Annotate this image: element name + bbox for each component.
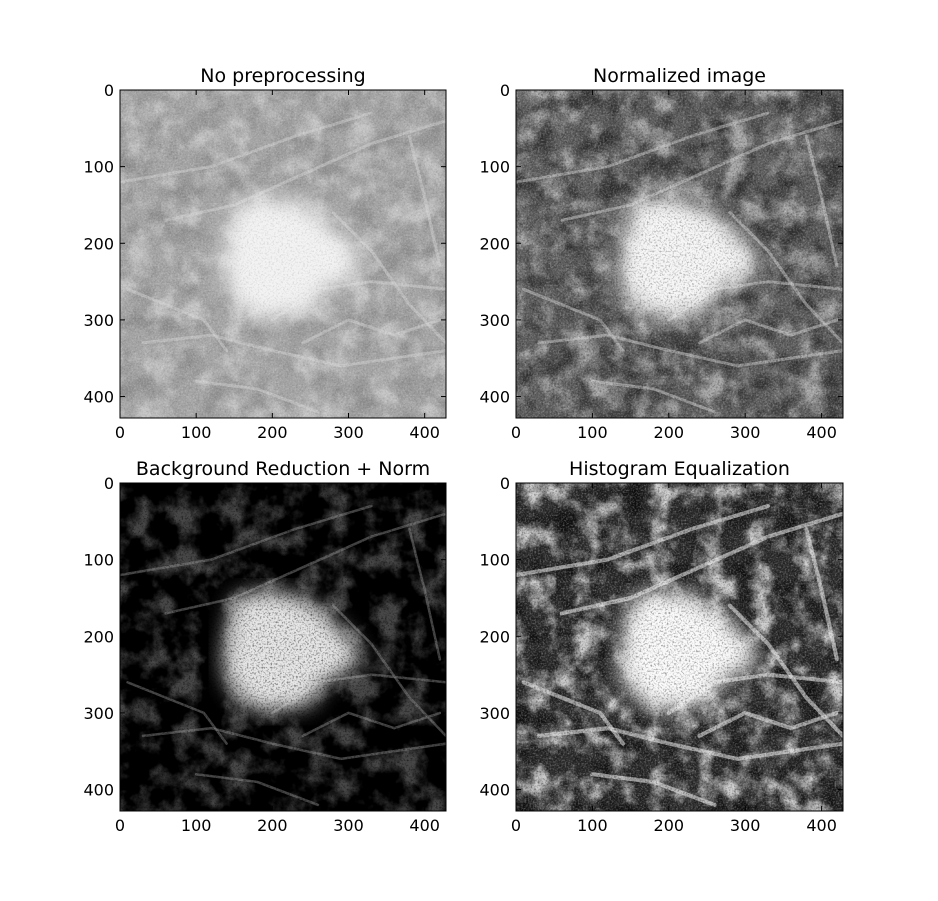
x-tick-label: 0 <box>511 423 521 442</box>
y-tick-label: 0 <box>104 81 114 100</box>
x-tick-label: 200 <box>257 816 288 835</box>
x-tick-label: 400 <box>806 816 837 835</box>
panel-image <box>516 483 843 811</box>
y-tick-label: 200 <box>83 627 114 646</box>
x-tick-label: 0 <box>115 423 125 442</box>
axes-frame <box>515 89 844 419</box>
x-tick-label: 200 <box>654 423 685 442</box>
x-tick-label: 200 <box>654 816 685 835</box>
x-tick-label: 300 <box>730 423 761 442</box>
y-tick-label: 300 <box>479 311 510 330</box>
x-tick-label: 100 <box>577 423 608 442</box>
y-tick-label: 400 <box>83 388 114 407</box>
y-tick-label: 300 <box>83 704 114 723</box>
y-tick-label: 400 <box>83 781 114 800</box>
y-tick-label: 400 <box>479 781 510 800</box>
x-tick-label: 0 <box>115 816 125 835</box>
x-tick-label: 100 <box>577 816 608 835</box>
axes-frame <box>119 482 447 812</box>
y-tick-label: 0 <box>500 81 510 100</box>
panel-image <box>120 483 446 811</box>
x-tick-label: 300 <box>333 423 364 442</box>
panel-image <box>516 90 843 418</box>
panel-title: Background Reduction + Norm <box>136 458 430 480</box>
y-tick-label: 200 <box>479 627 510 646</box>
x-tick-label: 0 <box>511 816 521 835</box>
panel-background: Background Reduction + Norm 0 100 200 300 400… <box>83 458 447 835</box>
panel-image <box>120 90 446 418</box>
y-tick-label: 0 <box>500 474 510 493</box>
x-tick-label: 400 <box>409 816 440 835</box>
x-tick-label: 100 <box>181 423 212 442</box>
y-tick-label: 400 <box>479 388 510 407</box>
x-tick-label: 400 <box>409 423 440 442</box>
y-tick-label: 200 <box>479 234 510 253</box>
y-tick-label: 100 <box>479 551 510 570</box>
y-tick-label: 300 <box>479 704 510 723</box>
panel-title: No preprocessing <box>200 65 365 87</box>
y-tick-label: 200 <box>83 234 114 253</box>
y-tick-label: 100 <box>83 551 114 570</box>
x-tick-label: 400 <box>806 423 837 442</box>
y-tick-label: 100 <box>479 158 510 177</box>
x-tick-label: 300 <box>730 816 761 835</box>
axes-frame <box>515 482 844 812</box>
y-tick-label: 100 <box>83 158 114 177</box>
panel-title: Histogram Equalization <box>569 458 790 480</box>
x-tick-label: 200 <box>257 423 288 442</box>
y-tick-label: 300 <box>83 311 114 330</box>
axes-frame <box>119 89 447 419</box>
x-tick-label: 300 <box>333 816 364 835</box>
panel-title: Normalized image <box>593 65 766 87</box>
x-tick-label: 100 <box>181 816 212 835</box>
y-tick-label: 0 <box>104 474 114 493</box>
